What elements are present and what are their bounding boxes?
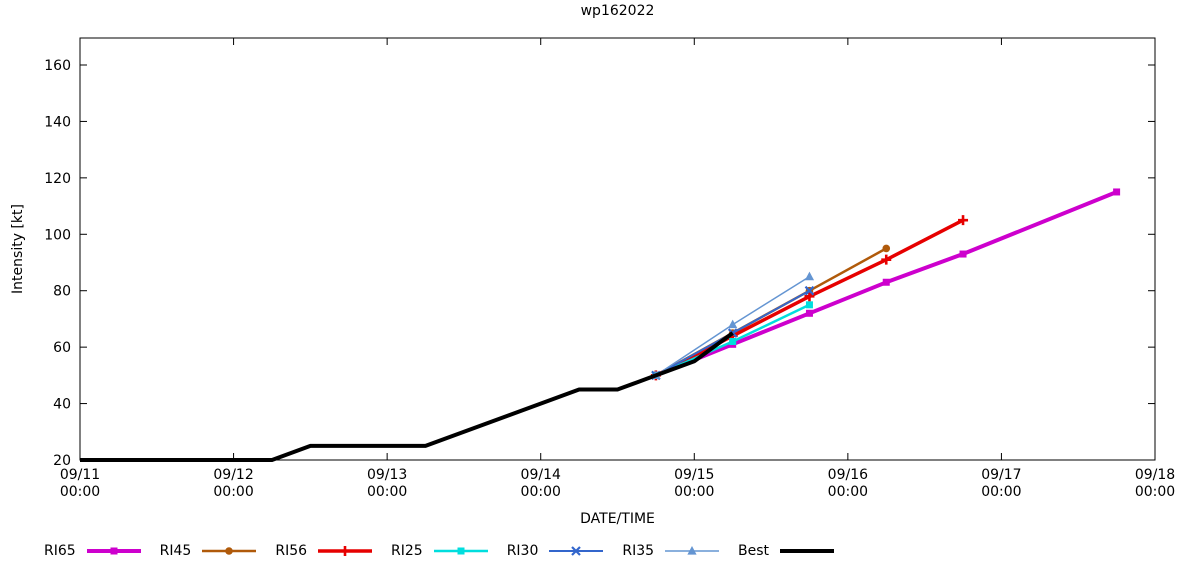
legend-sample-ri30: [549, 546, 604, 556]
x-tick-label-time: 00:00: [213, 484, 253, 500]
square-marker: [805, 301, 813, 309]
series-line-best: [80, 331, 734, 462]
legend-sample-ri56: [318, 546, 373, 556]
plus-marker: [881, 254, 892, 265]
x-tick-label-time: 00:00: [674, 484, 714, 500]
x-tick-label-time: 00:00: [60, 484, 100, 500]
legend-sample-ri65: [86, 547, 141, 555]
x-tick-label-date: 09/13: [367, 467, 407, 483]
y-tick-label: 120: [44, 171, 71, 187]
y-tick-label: 60: [53, 340, 71, 356]
x-tick-label-date: 09/16: [828, 467, 868, 483]
legend-label-ri45: RI45: [159, 543, 192, 559]
square-marker: [882, 278, 890, 286]
plus-marker: [804, 291, 815, 302]
chart-title: wp162022: [580, 3, 655, 19]
x-tick-label-date: 09/17: [981, 467, 1021, 483]
legend-item-ri56: RI56: [275, 543, 373, 559]
legend-sample-ri35: [665, 546, 720, 555]
y-tick-label: 20: [53, 453, 71, 469]
legend-label-ri35: RI35: [622, 543, 655, 559]
series-ri35: [651, 271, 815, 379]
triangle-marker: [804, 271, 815, 281]
x-tick-label-date: 09/12: [213, 467, 253, 483]
legend-item-ri30: RI30: [507, 543, 605, 559]
square-marker: [1113, 188, 1121, 196]
legend-sample-marker: [340, 546, 351, 556]
plot-canvas: 09/1100:0009/1200:0009/1300:0009/1400:00…: [44, 37, 1175, 500]
x-tick-label-time: 00:00: [1135, 484, 1175, 500]
legend-sample-marker: [457, 547, 465, 555]
legend-sample-marker: [571, 546, 582, 556]
legend-label-ri56: RI56: [275, 543, 308, 559]
legend-item-ri35: RI35: [622, 543, 720, 559]
legend-item-ri65: RI65: [44, 543, 142, 559]
square-marker: [729, 338, 737, 345]
legend-label-ri65: RI65: [44, 543, 76, 559]
legend-sample-marker: [687, 546, 697, 555]
x-tick-label-date: 09/15: [674, 467, 714, 483]
y-tick-label: 160: [44, 58, 71, 74]
legend-sample-marker: [225, 547, 234, 555]
legend-item-ri25: RI25: [391, 543, 489, 559]
x-tick-label-date: 09/14: [521, 467, 561, 483]
legend-sample-ri25: [433, 547, 488, 555]
legend-label-ri30: RI30: [506, 543, 539, 559]
cross-marker: [804, 285, 815, 296]
square-marker: [805, 309, 813, 317]
x-tick-label-date: 09/11: [60, 467, 100, 483]
legend-item-ri45: RI45: [160, 543, 258, 559]
legend-label-best: Best: [738, 543, 770, 559]
plot-border: [79, 37, 1156, 461]
y-tick-label: 40: [53, 397, 71, 413]
legend-sample-marker: [110, 547, 118, 555]
legend-sample-ri45: [202, 547, 257, 555]
y-tick-label: 140: [44, 114, 71, 130]
x-tick-label-time: 00:00: [828, 484, 868, 500]
x-tick-label-time: 00:00: [367, 484, 407, 500]
y-tick-label: 100: [44, 227, 71, 243]
x-axis-label: DATE/TIME: [580, 511, 655, 527]
series-best: [80, 331, 734, 462]
chart-legend: RI65 RI45 RI56 RI25 RI30 RI35 Best: [44, 543, 835, 559]
series-line-ri65: [655, 190, 1118, 378]
plus-marker: [958, 215, 969, 226]
legend-item-best: Best: [738, 543, 835, 559]
y-tick-label: 80: [53, 284, 71, 300]
series-ri65: [652, 188, 1121, 379]
legend-sample-best: [780, 549, 835, 553]
square-marker: [959, 250, 967, 258]
x-tick-label-time: 00:00: [521, 484, 561, 500]
legend-label-ri25: RI25: [391, 543, 423, 559]
circle-marker: [882, 244, 891, 253]
x-tick-label-time: 00:00: [981, 484, 1021, 500]
x-tick-label-date: 09/18: [1135, 467, 1175, 483]
triangle-marker: [728, 319, 738, 329]
